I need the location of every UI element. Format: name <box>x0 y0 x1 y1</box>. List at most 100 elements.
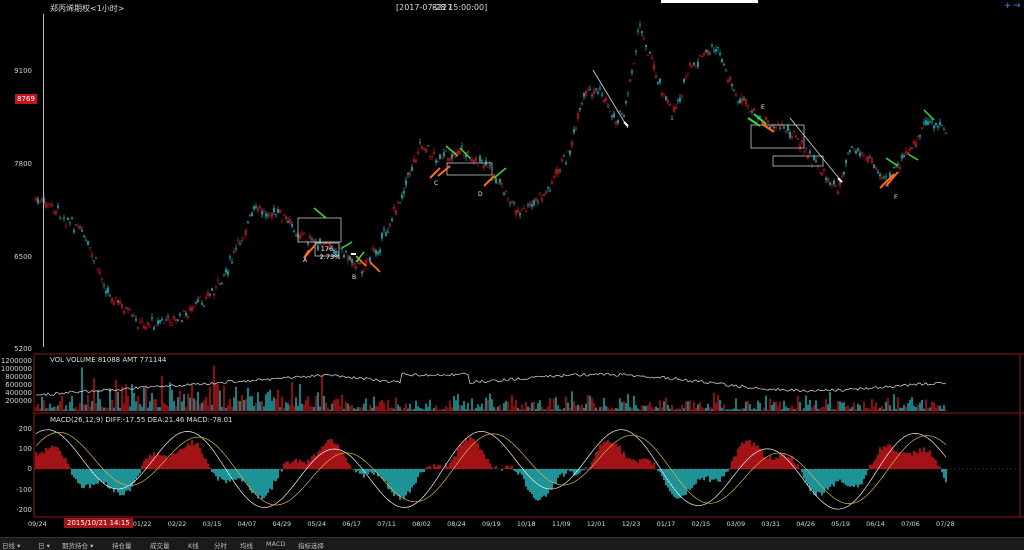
volume-bar <box>783 401 784 411</box>
candle-body <box>295 236 296 237</box>
candle-body <box>645 45 646 47</box>
macd-bar <box>67 464 68 469</box>
macd-bar <box>803 469 804 478</box>
volume-bar <box>163 403 164 411</box>
candle-body <box>585 91 586 96</box>
volume-bar <box>367 410 368 411</box>
macd-bar <box>873 461 874 469</box>
volume-bar <box>435 405 436 411</box>
candle-body <box>393 206 394 208</box>
candle-body <box>793 131 794 133</box>
candle-body <box>387 232 388 233</box>
candle-body <box>131 315 132 316</box>
macd-bar <box>359 469 360 474</box>
candle-body <box>467 151 468 153</box>
macd-bar <box>285 462 286 469</box>
macd-bar <box>329 439 330 469</box>
candle-body <box>855 151 856 154</box>
volume-bar <box>339 406 340 411</box>
candle-body <box>607 107 608 108</box>
macd-bar <box>679 469 680 498</box>
candle-body <box>699 55 700 56</box>
macd-bar <box>847 469 848 486</box>
candle-body <box>897 164 898 165</box>
macd-bar <box>667 469 668 488</box>
candle-body <box>917 136 918 137</box>
macd-bar <box>345 458 346 469</box>
candle-body <box>49 204 50 205</box>
macd-bar <box>715 469 716 479</box>
candle-body <box>443 152 444 156</box>
volume-bar <box>79 403 80 411</box>
status-item[interactable]: MACD <box>266 540 285 548</box>
range-box <box>447 163 492 175</box>
volume-bar <box>225 408 226 411</box>
macd-bar <box>271 469 272 490</box>
volume-bar <box>727 409 728 411</box>
volume-bar <box>249 396 250 411</box>
volume-bar <box>877 409 878 411</box>
macd-bar <box>531 469 532 494</box>
macd-bar <box>653 462 654 469</box>
candle-body <box>857 148 858 150</box>
volume-bar <box>827 404 828 411</box>
macd-bar <box>215 469 216 476</box>
candle-body <box>237 240 238 241</box>
volume-bar <box>259 402 260 411</box>
volume-bar <box>245 399 246 411</box>
volume-bar <box>885 402 886 411</box>
macd-bar <box>773 460 774 469</box>
macd-bar <box>37 455 38 469</box>
time-axis-label: 04/29 <box>272 520 291 528</box>
macd-bar <box>895 451 896 469</box>
candle-body <box>695 66 696 67</box>
candle-body <box>725 70 726 71</box>
candle-body <box>375 250 376 255</box>
candle-body <box>543 195 544 196</box>
candle-body <box>473 160 474 163</box>
candle-body <box>451 154 452 159</box>
volume-bar <box>549 398 550 411</box>
volume-bar <box>211 405 212 411</box>
volume-bar <box>329 410 330 411</box>
candle-body <box>431 156 432 157</box>
macd-bar <box>631 460 632 469</box>
candle-body <box>481 160 482 161</box>
volume-bar <box>315 396 316 411</box>
candle-body <box>73 230 74 232</box>
macd-axis-label: 0 <box>28 465 32 473</box>
candle-body <box>845 160 846 163</box>
volume-bar <box>99 399 100 411</box>
candle-body <box>217 280 218 281</box>
volume-bar <box>275 399 276 411</box>
candle-body <box>149 326 150 327</box>
macd-bar <box>77 469 78 483</box>
volume-bar <box>635 405 636 411</box>
macd-bar <box>923 447 924 469</box>
macd-bar <box>623 452 624 469</box>
volume-bar <box>155 399 156 411</box>
volume-bar <box>811 407 812 411</box>
candle-body <box>169 322 170 323</box>
candle-body <box>863 155 864 156</box>
candle-body <box>879 174 880 176</box>
macd-bar <box>65 458 66 469</box>
candle-body <box>121 304 122 308</box>
macd-bar <box>889 444 890 469</box>
volume-bar <box>113 407 114 411</box>
macd-bar <box>559 469 560 475</box>
volume-bar <box>183 394 184 411</box>
candle-body <box>155 325 156 326</box>
candle-body <box>925 120 926 125</box>
candle-body <box>513 203 514 204</box>
macd-bar <box>287 461 288 469</box>
volume-bar <box>455 400 456 411</box>
time-axis-label: 04/26 <box>796 520 815 528</box>
volume-bar <box>663 401 664 411</box>
volume-bar <box>397 405 398 411</box>
candle-body <box>147 322 148 325</box>
volume-bar <box>901 408 902 411</box>
volume-bar <box>499 405 500 411</box>
candle-body <box>425 148 426 152</box>
